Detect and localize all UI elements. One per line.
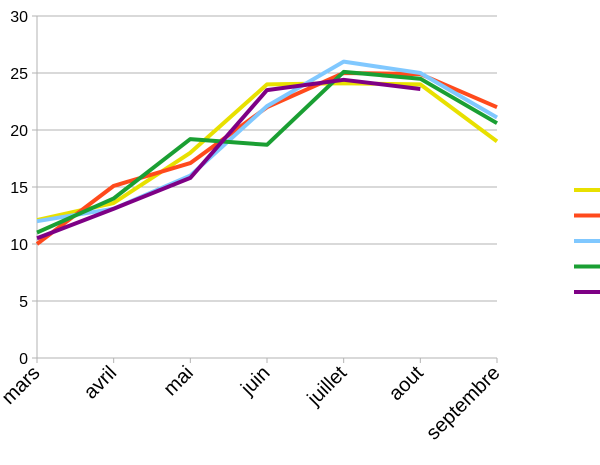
y-tick-label: 0	[19, 351, 28, 368]
y-tick-label: 15	[10, 180, 28, 197]
x-tick-label: aout	[385, 362, 428, 405]
gridlines	[37, 15, 497, 302]
y-tick-label: 10	[10, 237, 28, 254]
x-tick-label: juin	[236, 362, 274, 400]
y-tick-label: 30	[10, 9, 28, 26]
x-tick-label: mars	[0, 362, 45, 409]
x-tick-label: mai	[160, 362, 198, 400]
x-tick-label: septembre	[422, 362, 504, 444]
series-line-1	[36, 81, 499, 223]
series-line-5	[36, 77, 421, 241]
series-lines	[35, 59, 499, 246]
y-tick-label: 25	[10, 66, 28, 83]
series-line-4	[36, 69, 499, 235]
y-tick-label: 20	[10, 123, 28, 140]
x-tick-label: juillet	[303, 362, 352, 411]
series-line-2	[35, 71, 498, 246]
y-axis-ticks: 0 5 10 15 20 25 30	[10, 9, 37, 368]
x-tick-label: avril	[80, 362, 121, 403]
legend	[574, 188, 600, 294]
y-tick-label: 5	[19, 294, 28, 311]
